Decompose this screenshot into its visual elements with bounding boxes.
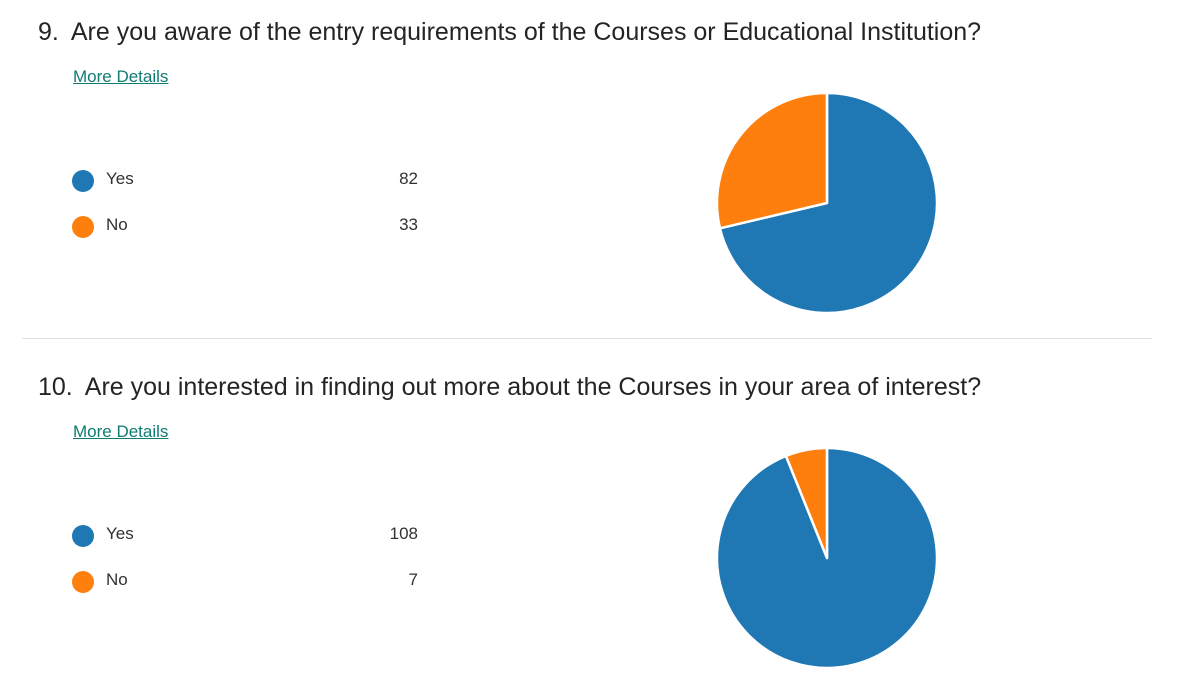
legend-row-yes: Yes 82 (70, 158, 430, 204)
legend-value-yes: 108 (389, 524, 418, 543)
legend-row-yes: Yes 108 (70, 513, 430, 559)
legend-value-no: 7 (408, 570, 418, 589)
pie-chart (715, 91, 939, 315)
legend: Yes 108 No 7 (70, 513, 430, 605)
question-title: 9. Are you aware of the entry requirement… (38, 18, 981, 47)
section-divider (22, 338, 1152, 339)
legend-row-no: No 33 (70, 204, 430, 250)
legend: Yes 82 No 33 (70, 158, 430, 250)
legend-value-yes: 82 (399, 169, 418, 188)
question-9-card: 9. Are you aware of the entry requirement… (0, 0, 1200, 330)
more-details-link[interactable]: More Details (73, 67, 169, 86)
legend-row-no: No 7 (70, 559, 430, 605)
legend-label-no: No (106, 570, 128, 589)
question-10-card: 10. Are you interested in finding out mor… (0, 355, 1200, 685)
question-number: 9. (38, 18, 59, 46)
pie-slice-no (784, 446, 829, 560)
legend-label-yes: Yes (106, 524, 134, 543)
question-text: Are you interested in finding out more a… (84, 373, 982, 401)
pie-slice-no (715, 91, 829, 230)
legend-value-no: 33 (399, 215, 418, 234)
pie-chart (715, 446, 939, 670)
pie-slice-yes (718, 91, 939, 315)
yes-color-dot (72, 170, 94, 192)
question-number: 10. (38, 373, 73, 401)
no-color-dot (72, 571, 94, 593)
legend-label-no: No (106, 215, 128, 234)
more-details-link[interactable]: More Details (73, 422, 169, 441)
yes-color-dot (72, 525, 94, 547)
question-title: 10. Are you interested in finding out mor… (38, 373, 981, 402)
question-text: Are you aware of the entry requirements … (70, 18, 982, 46)
legend-label-yes: Yes (106, 169, 134, 188)
no-color-dot (72, 216, 94, 238)
